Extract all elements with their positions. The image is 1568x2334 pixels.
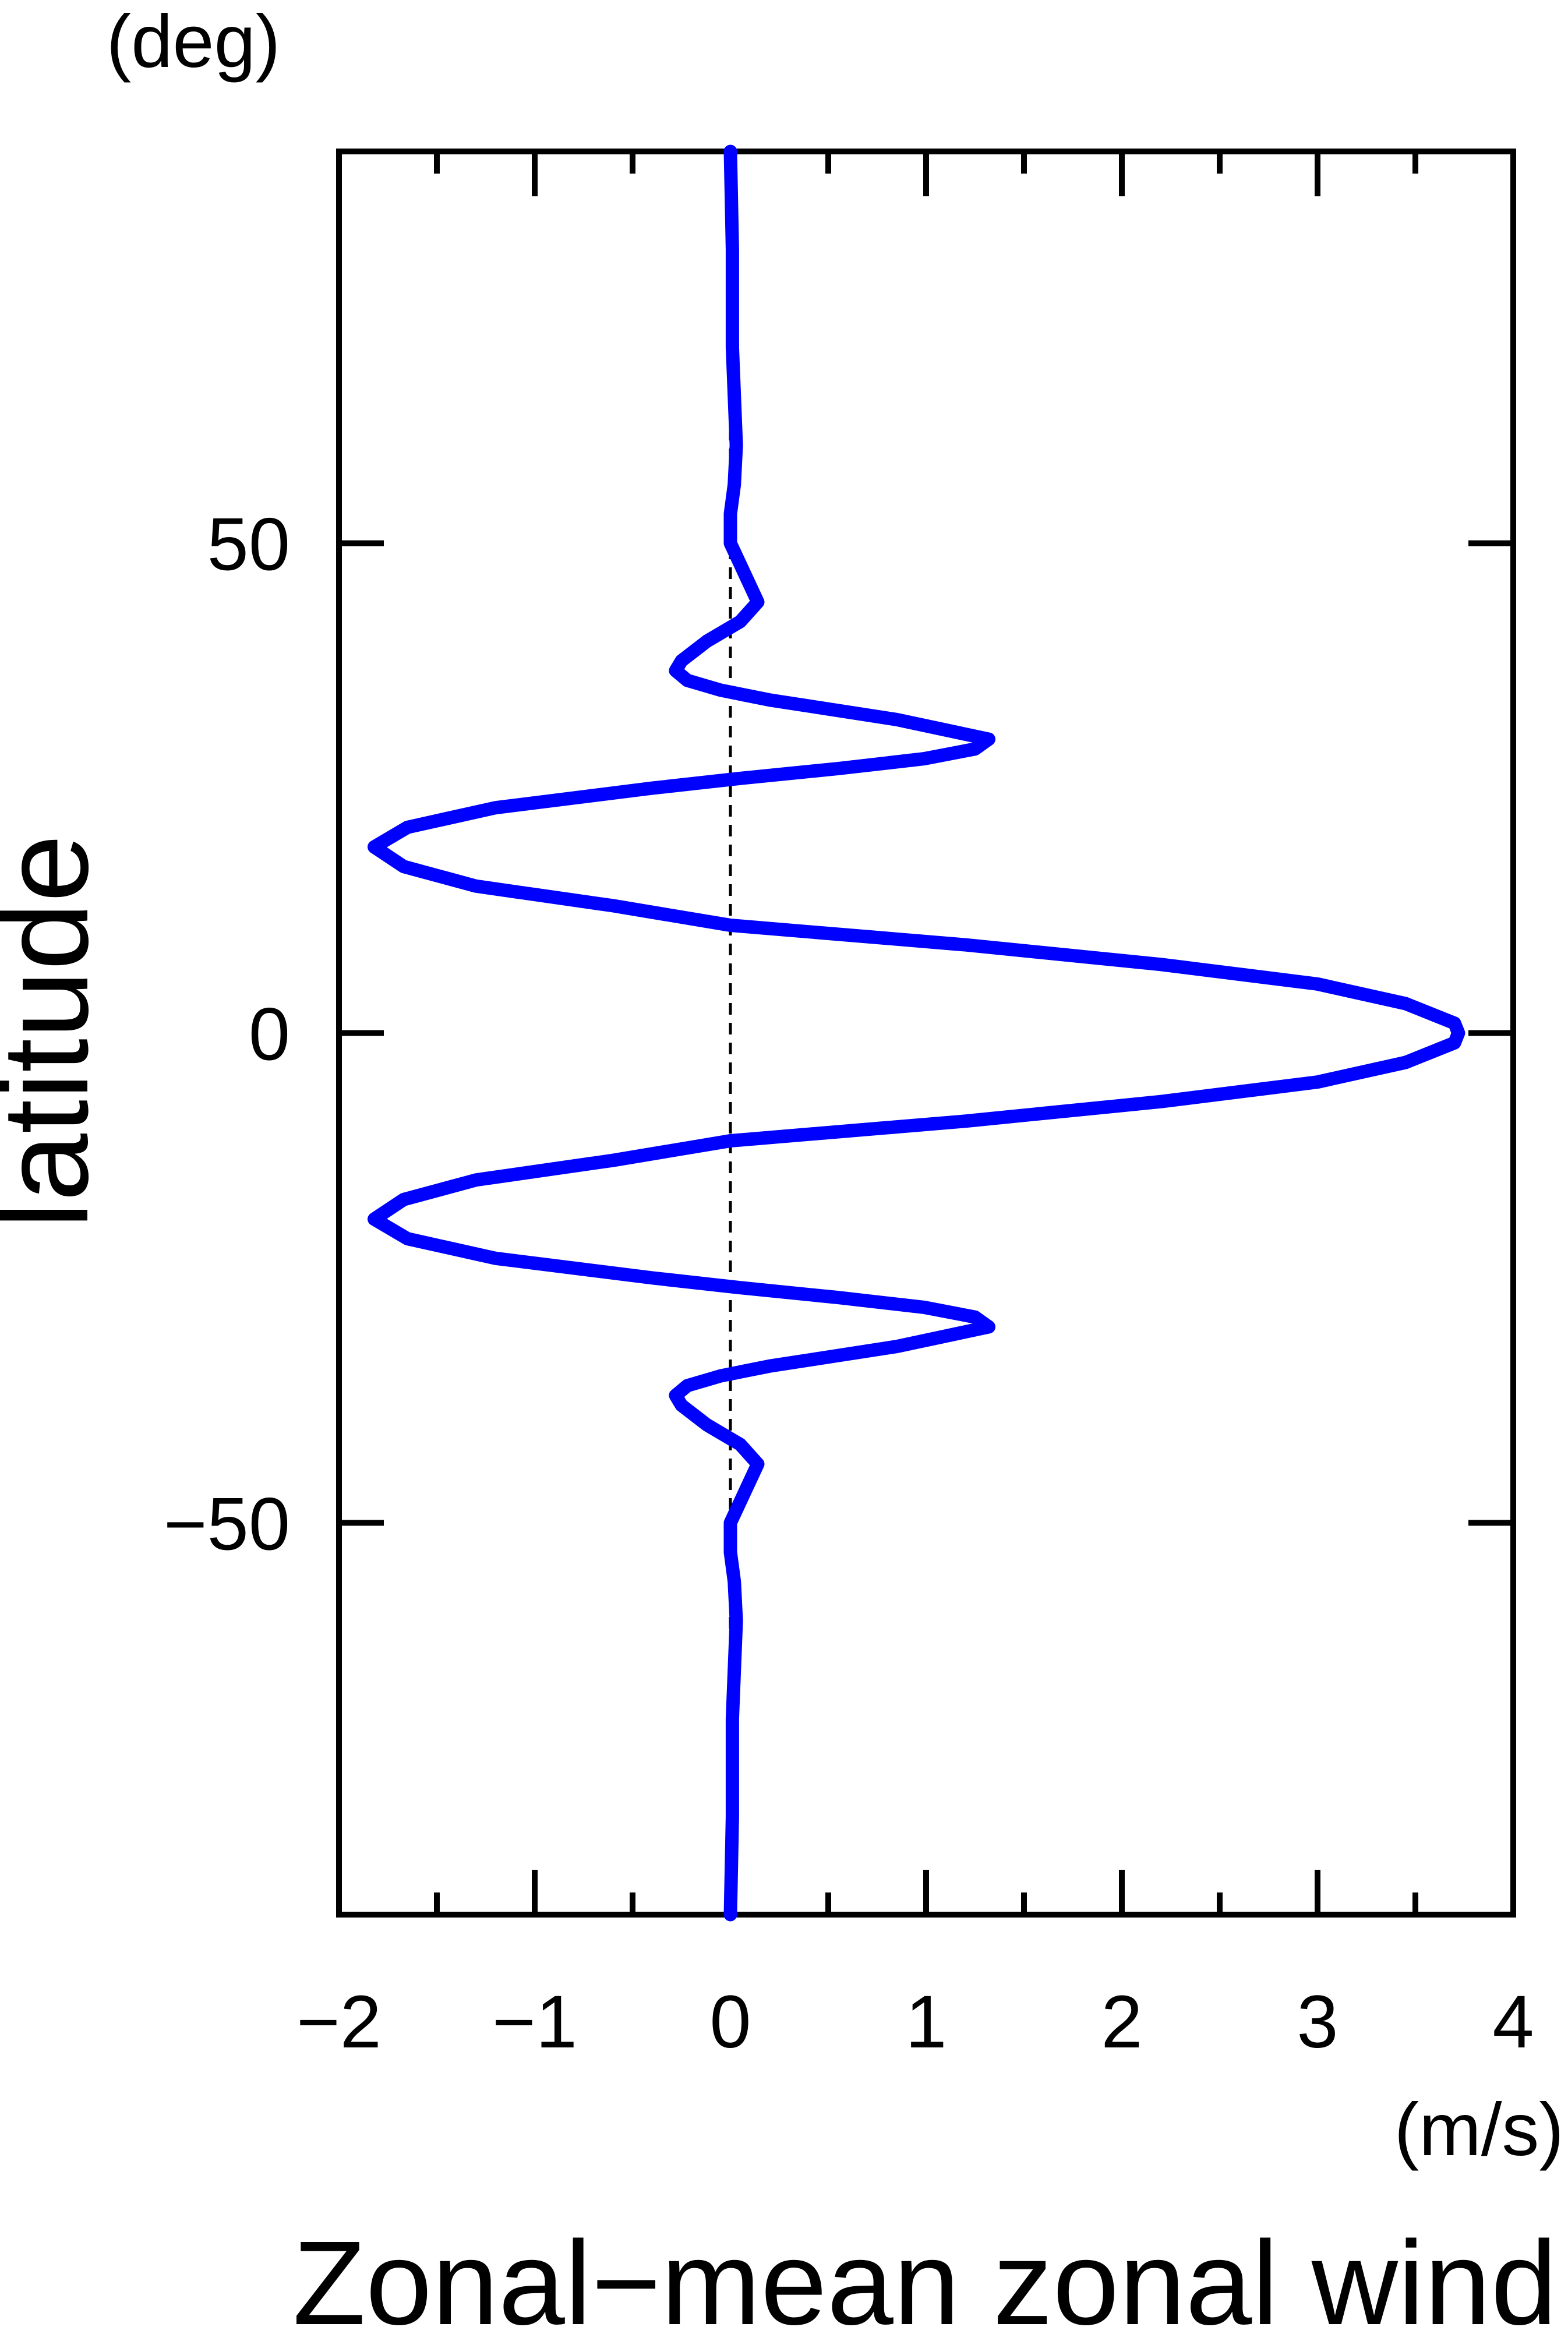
y-tick-label: 0 xyxy=(249,993,290,1076)
y-unit: (deg) xyxy=(107,0,281,83)
x-tick-label: 2 xyxy=(1101,1980,1142,2064)
y-tick-label: −50 xyxy=(164,1482,290,1566)
x-tick-label: −2 xyxy=(296,1980,382,2064)
x-unit: (m/s) xyxy=(1394,2088,1564,2171)
x-tick-label: 3 xyxy=(1297,1980,1338,2064)
y-axis-label: latitude xyxy=(0,834,114,1228)
x-tick-label: −1 xyxy=(492,1980,577,2064)
data-line xyxy=(368,144,1465,1922)
x-axis-label: Zonal−mean zonal wind xyxy=(293,2216,1558,2331)
x-tick-label: 4 xyxy=(1492,1980,1534,2064)
x-tick-label: 1 xyxy=(905,1980,947,2064)
plot-frame xyxy=(336,149,1516,1918)
y-tick-label: 50 xyxy=(207,503,290,587)
x-tick-label: 0 xyxy=(709,1980,751,2064)
